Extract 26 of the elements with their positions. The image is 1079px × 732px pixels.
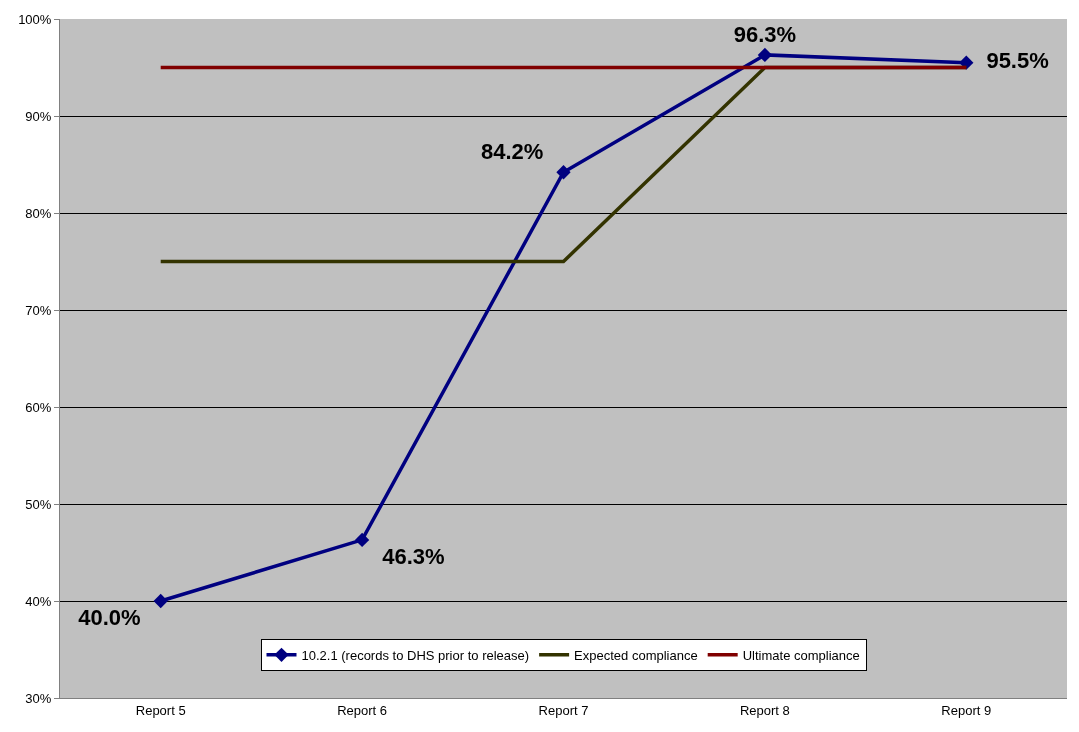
y-tick-label: 30% [25, 690, 52, 706]
y-tick-label: 50% [25, 496, 52, 512]
data-label: 95.5% [974, 48, 1062, 74]
data-label: 46.3% [369, 544, 457, 570]
point [757, 47, 773, 63]
data-label: 84.2% [468, 138, 556, 164]
data-label: 96.3% [721, 21, 809, 47]
point [354, 532, 370, 548]
y-tick-label: 60% [25, 399, 52, 415]
y-tick-label: 80% [25, 205, 52, 221]
x-tick-label: Report 5 [135, 702, 186, 718]
legend-label: 10.2.1 (records to DHS prior to release) [301, 647, 530, 663]
y-tick-label: 100% [18, 11, 52, 27]
x-tick-label: Report 7 [538, 702, 589, 718]
point [556, 165, 571, 180]
data-label: 40.0% [65, 605, 153, 631]
legend-label: Expected compliance [574, 647, 698, 663]
x-tick-label: Report 6 [337, 702, 388, 718]
legend-label: Ultimate compliance [742, 647, 860, 663]
point [959, 55, 974, 70]
y-tick-label: 40% [25, 593, 52, 609]
y-tick-label: 90% [25, 108, 52, 124]
x-tick-label: Report 8 [739, 702, 790, 718]
point [153, 593, 168, 609]
y-tick-label: 70% [25, 302, 52, 318]
x-tick-label: Report 9 [941, 702, 992, 718]
